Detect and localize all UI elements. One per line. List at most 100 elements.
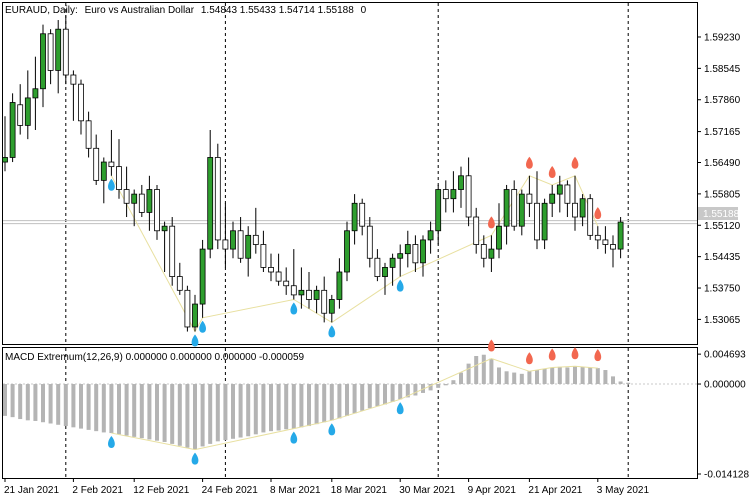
candle-body xyxy=(85,120,92,149)
macd-bar xyxy=(56,384,61,425)
candle xyxy=(382,262,388,295)
candle-body xyxy=(245,234,252,259)
candle-body xyxy=(62,28,69,76)
candle-body xyxy=(55,28,62,71)
candle-body xyxy=(389,257,396,268)
candle xyxy=(511,180,518,231)
macd-bar xyxy=(611,376,615,385)
candle-body xyxy=(420,239,426,264)
time-tick-label: 8 Mar 2021 xyxy=(270,485,321,496)
candle xyxy=(268,253,274,282)
time-tick-label: 2 Feb 2021 xyxy=(72,485,123,496)
macd-bar xyxy=(345,384,349,416)
macd-bar xyxy=(193,384,197,450)
macd-bar xyxy=(550,367,555,385)
candle xyxy=(237,217,244,263)
time-tick-label: 21 Jan 2021 xyxy=(4,485,59,496)
macd-bar xyxy=(527,371,532,385)
candle xyxy=(321,276,328,323)
macd-trough-marker xyxy=(108,436,115,449)
candle xyxy=(526,175,533,218)
candle xyxy=(154,184,160,240)
macd-bar xyxy=(535,370,539,385)
candle xyxy=(108,129,115,176)
candle xyxy=(496,203,502,259)
candle xyxy=(283,267,290,295)
trough-marker xyxy=(290,302,298,315)
candle-body xyxy=(70,74,77,85)
macd-bar xyxy=(512,372,517,385)
macd-bar xyxy=(71,384,76,428)
time-tick-label: 21 Apr 2021 xyxy=(528,485,582,496)
macd-bar xyxy=(101,384,106,433)
macd-tick-label: -0.014128 xyxy=(704,469,749,480)
candle-body xyxy=(382,267,388,277)
candle-body xyxy=(351,202,358,232)
candle-body xyxy=(602,239,609,245)
macd-bar xyxy=(147,384,152,440)
candle-body xyxy=(93,147,100,181)
candle xyxy=(298,267,305,309)
macd-bar xyxy=(170,384,175,444)
candle xyxy=(344,221,350,282)
candle-body xyxy=(199,248,206,305)
macd-trough-marker xyxy=(396,402,404,415)
candle xyxy=(572,175,578,231)
candle-body xyxy=(374,257,381,277)
macd-bar xyxy=(459,372,463,385)
candle xyxy=(412,235,419,272)
candle-body xyxy=(116,166,122,190)
candle-body xyxy=(617,221,624,250)
macd-bar xyxy=(284,384,289,430)
candle xyxy=(116,139,122,199)
price-tick-label: 1.55120 xyxy=(704,221,741,232)
candle-body xyxy=(214,157,221,241)
candle-body xyxy=(290,285,297,296)
candle-body xyxy=(336,271,343,300)
candle xyxy=(85,111,92,158)
macd-bar xyxy=(86,384,91,430)
macd-trough-marker xyxy=(328,423,336,436)
macd-bar xyxy=(276,384,281,431)
candle-body xyxy=(556,184,563,195)
candle-body xyxy=(435,189,442,232)
macd-peak-marker xyxy=(571,347,579,360)
macd-bar xyxy=(618,381,623,385)
macd-bar xyxy=(200,384,205,447)
candle xyxy=(442,180,449,213)
candle xyxy=(138,184,145,218)
candle-body xyxy=(24,97,31,126)
candle xyxy=(184,285,191,332)
macd-trough-marker xyxy=(290,431,298,444)
candle-body xyxy=(169,225,176,277)
macd-panel-header: MACD Extremum(12,26,9) 0.000000 0.000000… xyxy=(5,352,305,363)
candle xyxy=(336,258,343,309)
macd-bar xyxy=(375,384,380,407)
candle-body xyxy=(237,230,244,259)
candle-body xyxy=(184,289,191,328)
candle xyxy=(328,294,335,323)
candle-body xyxy=(321,289,328,314)
candle-body xyxy=(412,244,419,264)
candle xyxy=(275,253,282,286)
macd-bar xyxy=(269,384,273,432)
macd-bar xyxy=(436,384,441,388)
candle-body xyxy=(154,189,160,232)
candle xyxy=(450,171,457,213)
macd-bar xyxy=(79,384,83,429)
candle xyxy=(480,235,487,268)
candle-body xyxy=(594,234,601,241)
candle xyxy=(610,235,616,268)
time-x-axis: 21 Jan 2021 2 Feb 2021 12 Feb 2021 24 Feb 2… xyxy=(4,478,649,496)
peak-marker xyxy=(548,165,556,178)
macd-bar xyxy=(3,384,7,416)
candle xyxy=(374,249,381,282)
price-panel-frame xyxy=(2,2,698,345)
candle-body xyxy=(123,189,130,204)
candle xyxy=(78,79,84,135)
candle xyxy=(564,180,571,218)
candle-body xyxy=(442,189,449,200)
macd-bar xyxy=(223,384,228,441)
candle-body xyxy=(17,104,24,126)
